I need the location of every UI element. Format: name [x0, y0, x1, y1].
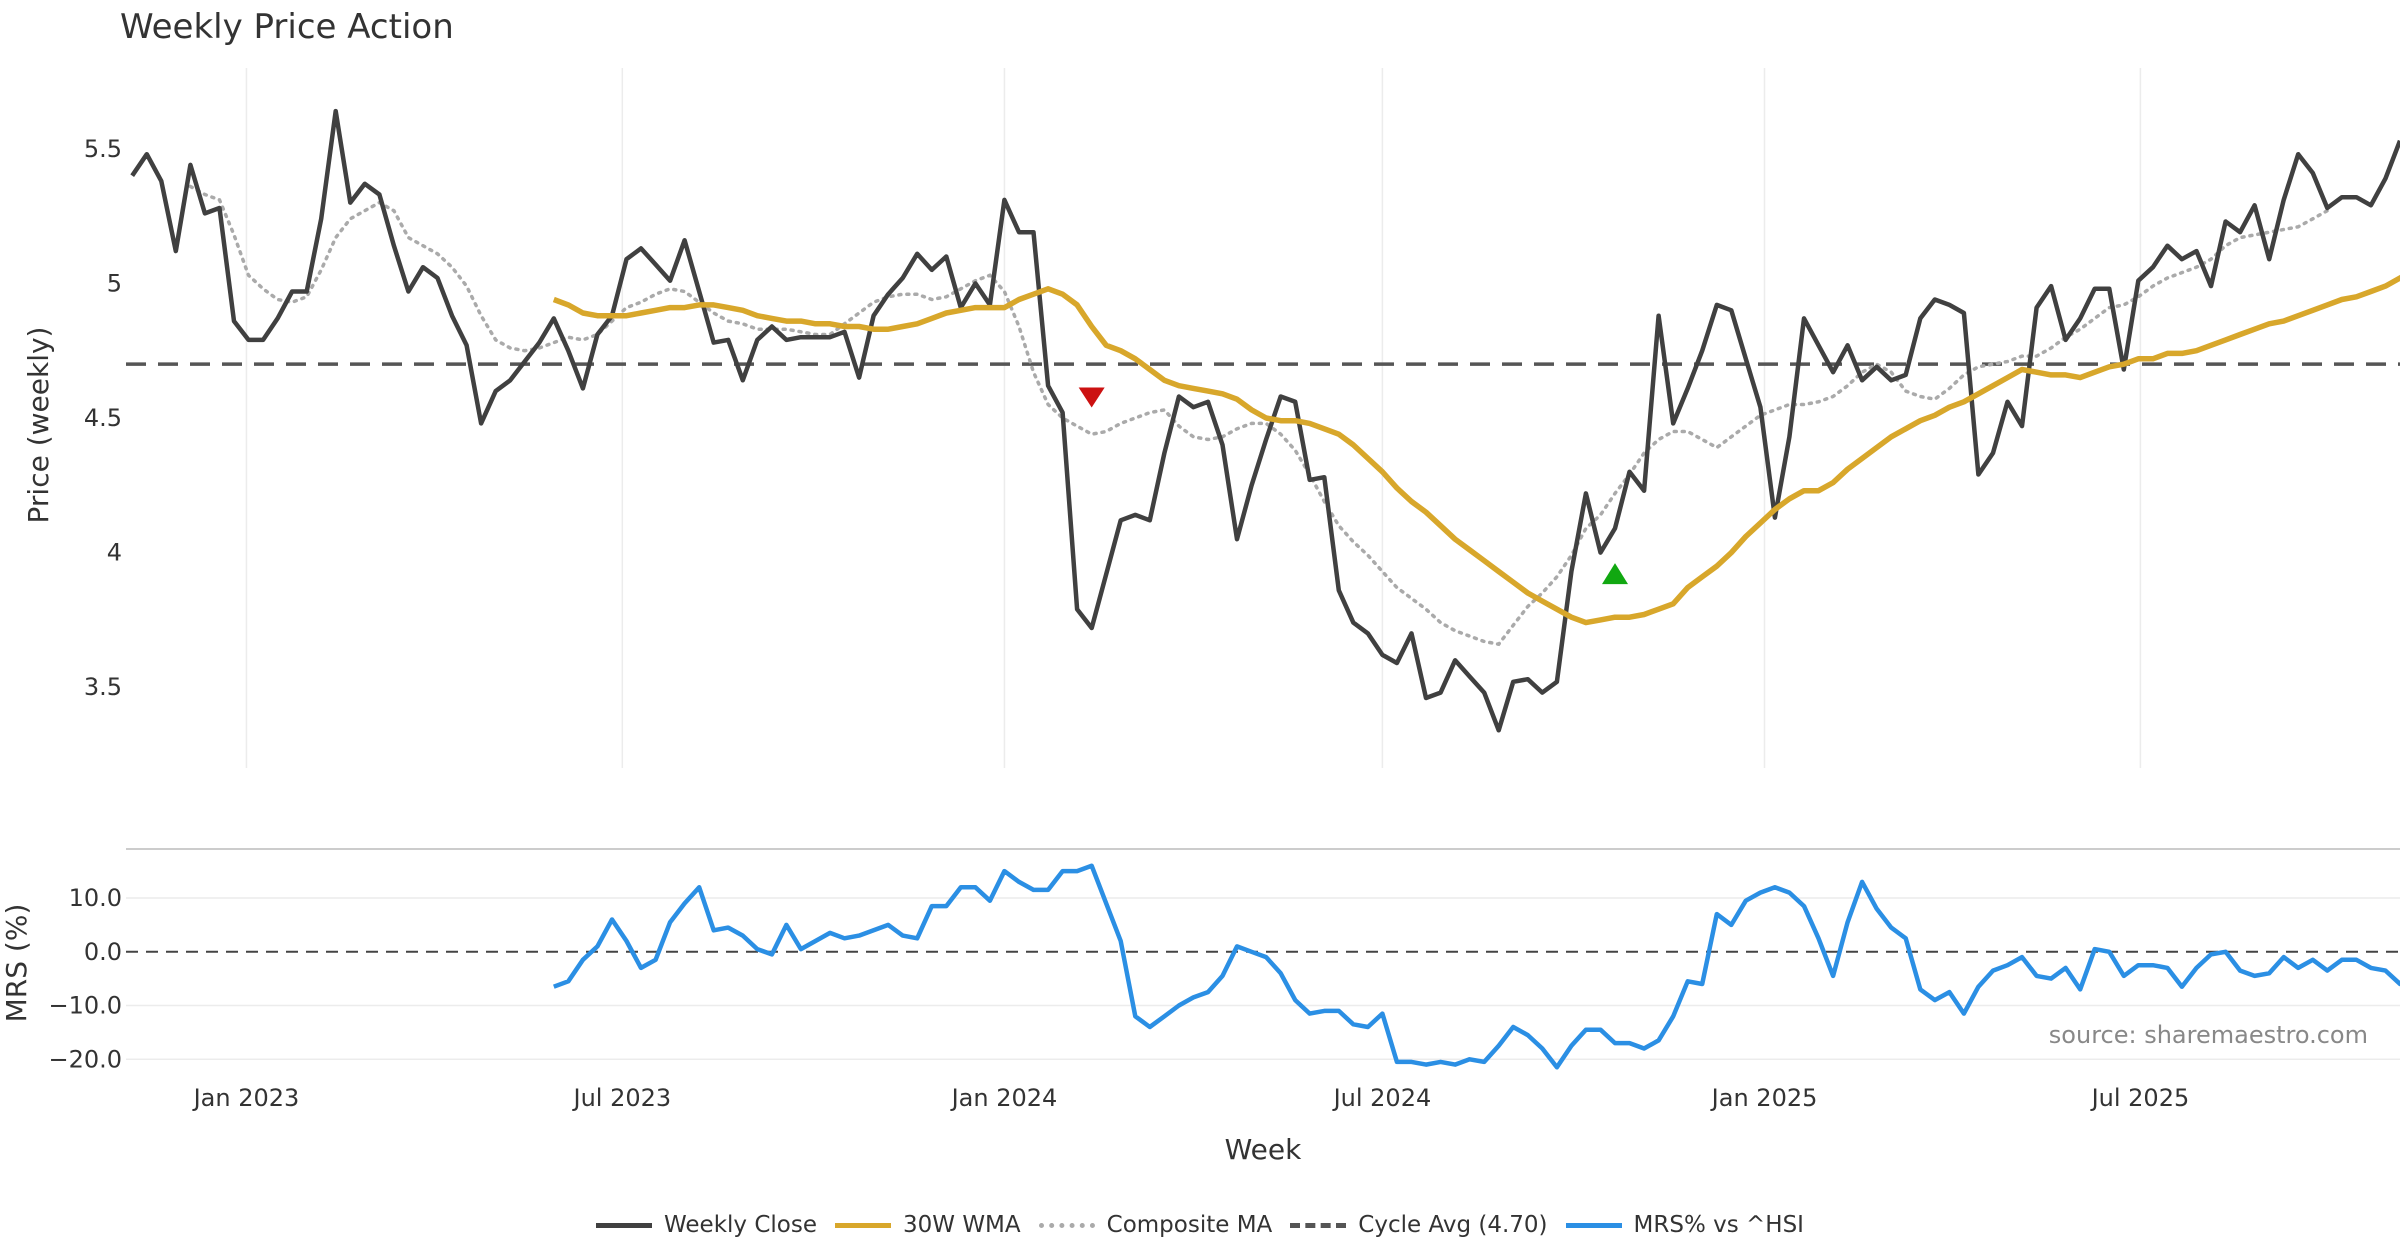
- legend-swatch: [835, 1222, 891, 1228]
- price-y-tick-label: 4.5: [84, 404, 122, 432]
- mrs-y-tick-label: −20.0: [48, 1045, 122, 1073]
- legend-item: MRS% vs ^HSI: [1565, 1212, 1804, 1238]
- source-note: source: sharemaestro.com: [2049, 1021, 2368, 1049]
- x-axis-label: Week: [1225, 1133, 1302, 1166]
- legend-swatch: [1290, 1222, 1347, 1228]
- composite-ma-series: [188, 184, 2330, 647]
- buy-marker: [1602, 563, 1629, 585]
- legend-label: Cycle Avg (4.70): [1358, 1212, 1548, 1238]
- legend: Weekly Close 30W WMA Composite MA Cycle Avg…: [0, 1212, 2400, 1238]
- price-y-ticks: 3.5 4 4.5 5 5.5: [84, 135, 122, 701]
- mrs-y-grid: −20.0 −10.0 0.0 10.0: [48, 884, 2400, 1073]
- chart-title: Weekly Price Action: [120, 7, 454, 47]
- x-tick-label: Jul 2025: [2090, 1084, 2190, 1112]
- weekly-close-series: [130, 108, 2400, 733]
- price-y-tick-label: 4: [107, 539, 122, 567]
- price-y-tick-label: 5: [107, 269, 122, 297]
- mrs-y-tick-label: 0.0: [84, 938, 122, 966]
- legend-item: Weekly Close: [596, 1212, 817, 1238]
- legend-label: Weekly Close: [664, 1212, 817, 1238]
- legend-item: 30W WMA: [835, 1212, 1021, 1238]
- x-tick-label: Jan 2023: [192, 1084, 300, 1112]
- mrs-panel: −20.0−10.00.010.0 Jan 2023 Jul 2023 Jan 20…: [48, 863, 2400, 1112]
- price-x-grid: [245, 68, 2142, 768]
- legend-swatch: [596, 1222, 653, 1228]
- mrs-series: [553, 863, 2400, 1070]
- legend-item: Cycle Avg (4.70): [1290, 1212, 1548, 1238]
- wma-30w-series: [552, 274, 2400, 626]
- mrs-y-tick-label: 10.0: [69, 884, 122, 912]
- price-axis-label: Price (weekly): [22, 327, 55, 524]
- price-panel: 3.5 4 4.5 5 5.5: [84, 68, 2400, 768]
- x-tick-label: Jan 2025: [1710, 1084, 1818, 1112]
- x-tick-label: Jul 2024: [1332, 1084, 1432, 1112]
- sell-marker: [1078, 387, 1105, 408]
- legend-swatch: [1038, 1222, 1095, 1228]
- x-tick-label: Jul 2023: [571, 1084, 671, 1112]
- legend-label: MRS% vs ^HSI: [1633, 1212, 1804, 1238]
- price-y-tick-label: 5.5: [84, 135, 122, 163]
- mrs-axis-label: MRS (%): [0, 904, 33, 1023]
- legend-label: 30W WMA: [903, 1212, 1021, 1238]
- mrs-y-tick-label: −10.0: [48, 992, 122, 1020]
- legend-item: Composite MA: [1038, 1212, 1273, 1238]
- x-tick-label: Jan 2024: [950, 1084, 1058, 1112]
- x-tick-labels: Jan 2023 Jul 2023 Jan 2024 Jul 2024 Jan 2025…: [192, 1084, 2190, 1112]
- legend-swatch: [1565, 1222, 1622, 1228]
- price-y-tick-label: 3.5: [84, 673, 122, 701]
- legend-label: Composite MA: [1106, 1212, 1273, 1238]
